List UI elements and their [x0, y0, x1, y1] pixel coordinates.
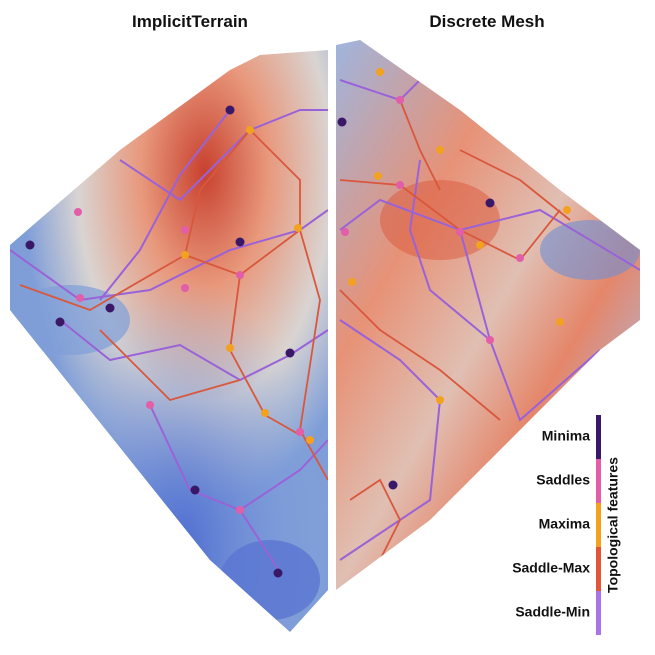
legend-swatch: [596, 415, 601, 459]
legend-swatch: [596, 503, 601, 547]
legend-label: Maxima: [539, 516, 591, 532]
legend-swatch: [596, 591, 601, 635]
legend: Topological features Minima Saddles Maxima…: [512, 415, 621, 635]
implicit-terrain: [10, 50, 328, 632]
divider: [328, 40, 335, 600]
discrete-mesh: [336, 40, 640, 590]
legend-swatch: [596, 459, 601, 503]
legend-label: Saddles: [536, 472, 590, 488]
legend-title: Topological features: [605, 457, 621, 593]
legend-label: Saddle-Max: [512, 560, 590, 576]
points: [337, 68, 571, 490]
panel-title: ImplicitTerrain: [132, 12, 248, 31]
legend-label: Saddle-Min: [515, 604, 590, 620]
legend-label: Minima: [542, 428, 590, 444]
panel-title: Discrete Mesh: [429, 12, 544, 31]
legend-swatch: [596, 547, 601, 591]
points: [25, 105, 314, 578]
